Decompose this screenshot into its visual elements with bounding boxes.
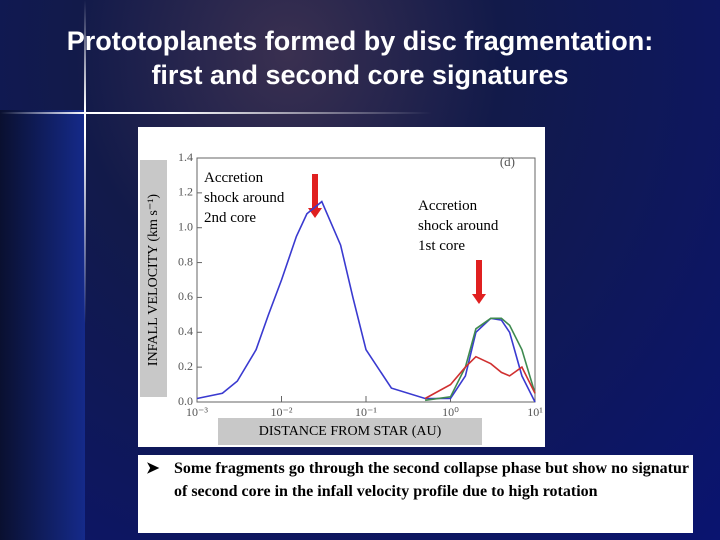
x-tick-label: 10⁰ bbox=[442, 405, 459, 419]
x-axis-label: DISTANCE FROM STAR (AU) bbox=[259, 424, 442, 439]
x-tick-label: 10¹ bbox=[527, 405, 543, 419]
y-tick-label: 1.4 bbox=[178, 150, 193, 164]
annotation-arrow bbox=[476, 260, 482, 296]
bullet-box: ➤ Some fragments go through the second c… bbox=[138, 455, 693, 533]
y-tick-label: 0.2 bbox=[178, 359, 193, 373]
y-tick-label: 1.0 bbox=[178, 219, 193, 233]
y-tick-label: 1.2 bbox=[178, 185, 193, 199]
panel-label: (d) bbox=[500, 154, 515, 169]
star-flare bbox=[0, 112, 720, 114]
bullet-icon: ➤ bbox=[146, 460, 160, 477]
x-tick-label: 10⁻² bbox=[271, 405, 293, 419]
slide-title: Prototoplanets formed by disc fragmentat… bbox=[66, 26, 654, 56]
data-line bbox=[196, 200, 536, 403]
annotation-arrow bbox=[312, 174, 318, 210]
y-tick-label: 0.6 bbox=[178, 289, 193, 303]
x-tick-label: 10⁻³ bbox=[186, 405, 208, 419]
y-label-box bbox=[140, 160, 167, 397]
annotation: Accretion shock around 1st core bbox=[418, 198, 499, 254]
x-tick-label: 10⁻¹ bbox=[355, 405, 377, 419]
slide-title: first and second core signatures bbox=[151, 60, 569, 90]
star-flare bbox=[84, 0, 86, 540]
annotation-arrow bbox=[472, 294, 486, 304]
data-line bbox=[424, 317, 536, 402]
x-label-box bbox=[218, 418, 482, 445]
background-strip bbox=[0, 110, 85, 540]
annotation: Accretion shock around 2nd core bbox=[204, 170, 285, 226]
data-line bbox=[424, 355, 536, 400]
y-tick-label: 0.8 bbox=[178, 254, 193, 268]
y-tick-label: 0.4 bbox=[178, 324, 193, 338]
annotation-arrow bbox=[308, 208, 322, 218]
bullet-text: Some fragments go through the second col… bbox=[174, 460, 689, 500]
y-axis-label: INFALL VELOCITY (km s⁻¹) bbox=[146, 194, 161, 367]
y-tick-label: 0.0 bbox=[178, 394, 193, 408]
